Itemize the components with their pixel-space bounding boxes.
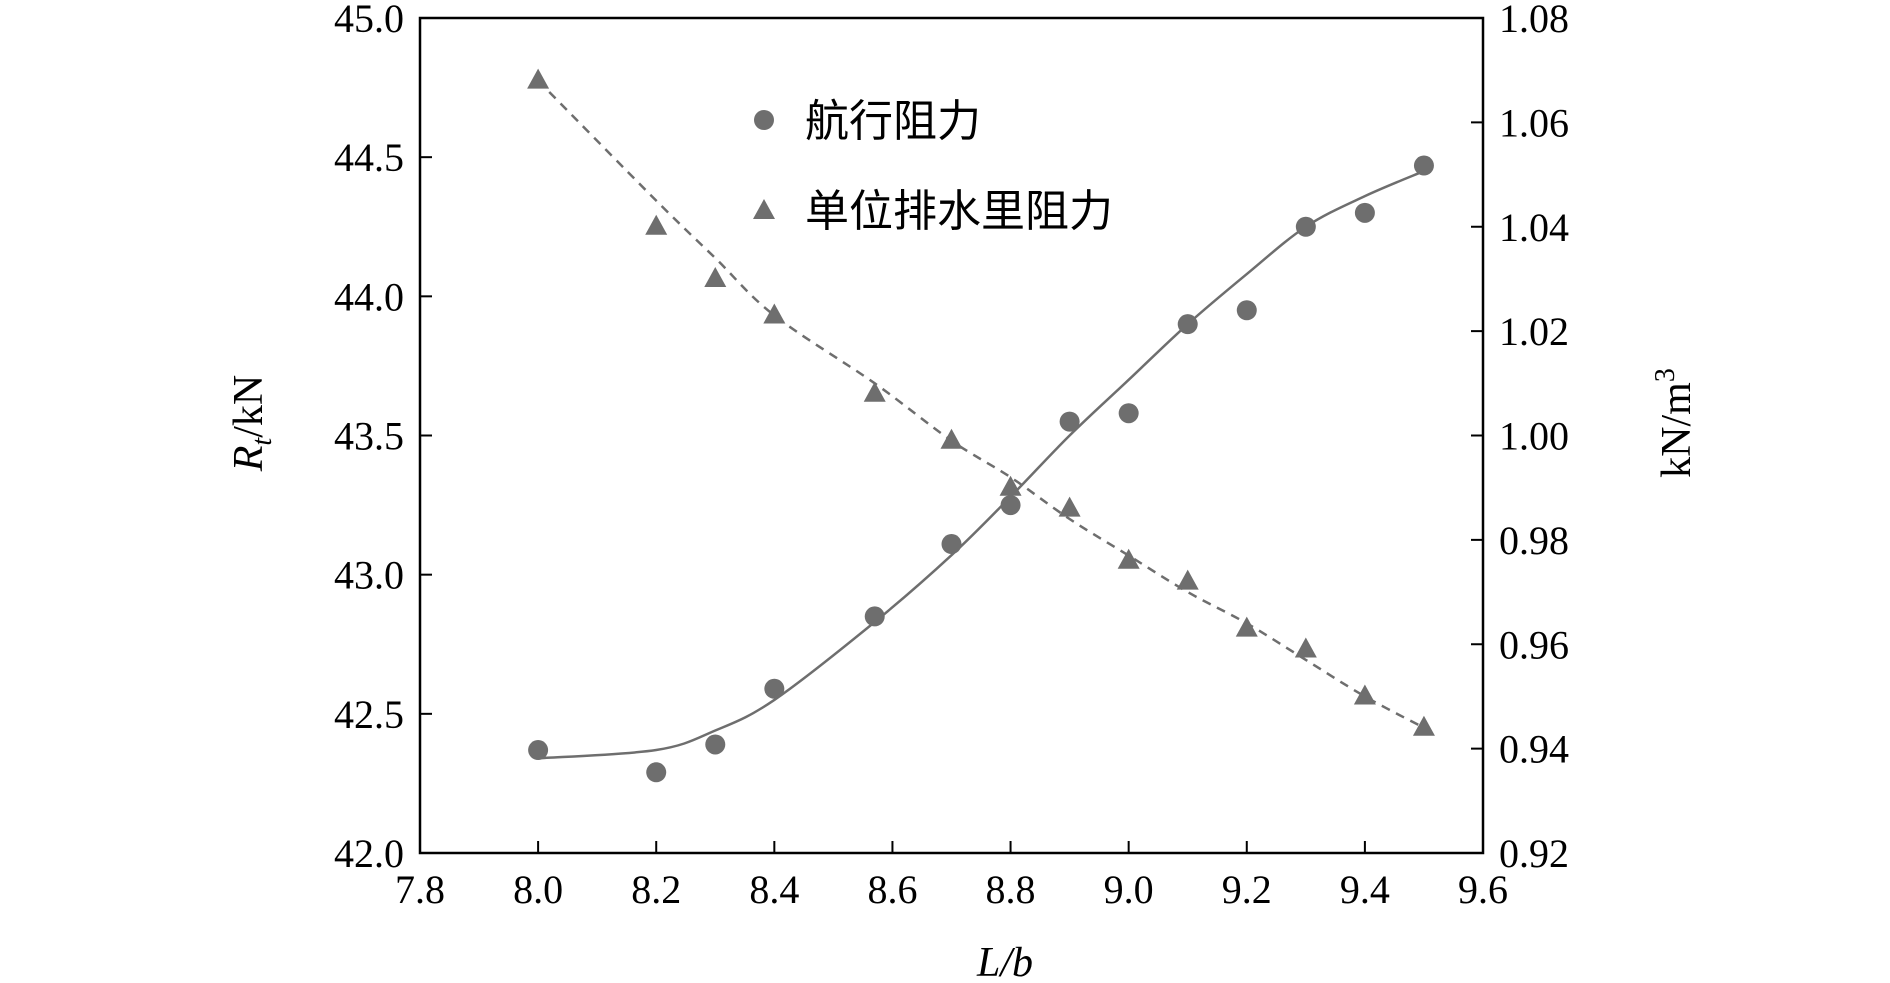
x-tick-label: 9.6: [1458, 867, 1508, 912]
left-y-tick-label: 43.0: [334, 553, 404, 598]
data-point-triangle: [1176, 569, 1199, 590]
right-y-tick-label: 1.04: [1499, 205, 1569, 250]
x-tick-label: 9.4: [1340, 867, 1390, 912]
data-point-triangle: [1353, 684, 1376, 705]
data-point-triangle: [1294, 637, 1317, 658]
right-y-tick-label: 1.00: [1499, 414, 1569, 459]
data-point-circle: [764, 678, 785, 699]
data-point-triangle: [940, 428, 963, 449]
left-y-tick-label: 42.5: [334, 692, 404, 737]
right-y-tick-label: 1.08: [1499, 0, 1569, 41]
data-point-triangle: [1412, 715, 1435, 736]
x-axis-ticks: 7.8 8.0 8.2 8.4 8.6 8.8 9.0 9.2 9.4 9.6: [395, 841, 1508, 912]
legend-label-series-2: 单位排水里阻力: [805, 186, 1113, 237]
x-tick-label: 9.0: [1104, 867, 1154, 912]
data-point-circle: [864, 606, 885, 627]
right-y-tick-label: 1.06: [1499, 100, 1569, 145]
data-point-triangle: [763, 303, 786, 324]
data-point-triangle: [1117, 548, 1140, 569]
x-axis-title: L/b: [976, 940, 1033, 983]
legend-label-series-1: 航行阻力: [805, 96, 981, 147]
data-point-circle: [528, 740, 549, 761]
fit-lines: [537, 79, 1425, 760]
left-y-tick-label: 43.5: [334, 414, 404, 459]
x-tick-label: 8.4: [749, 867, 799, 912]
right-y-tick-label: 0.92: [1499, 831, 1569, 876]
x-tick-label: 8.6: [867, 867, 917, 912]
data-point-circle: [1236, 300, 1257, 321]
right-y-axis-title: kN/m3: [1650, 368, 1700, 478]
data-point-triangle: [704, 266, 727, 287]
right-y-axis-ticks: 0.92 0.94 0.96 0.98 1.00 1.02 1.04 1.06 1.08: [1471, 0, 1569, 876]
x-tick-label: 8.2: [631, 867, 681, 912]
left-y-tick-label: 44.0: [334, 274, 404, 319]
right-y-tick-label: 0.96: [1499, 622, 1569, 667]
data-point-triangle: [645, 214, 668, 235]
left-y-tick-label: 44.5: [334, 135, 404, 180]
data-point-circle: [1118, 403, 1139, 424]
data-point-triangle: [863, 381, 886, 402]
data-point-circle: [1000, 495, 1021, 516]
data-point-circle: [1295, 216, 1316, 237]
data-point-circle: [646, 762, 667, 783]
right-y-tick-label: 0.98: [1499, 518, 1569, 563]
left-y-axis-ticks: 42.0 42.5 43.0 43.5 44.0 44.5 45.0: [334, 0, 432, 876]
data-markers: [527, 68, 1435, 783]
legend: 航行阻力 单位排水里阻力: [753, 96, 1113, 237]
x-tick-label: 8.8: [986, 867, 1036, 912]
data-point-circle: [941, 534, 962, 555]
right-y-tick-label: 1.02: [1499, 309, 1569, 354]
legend-triangle-marker: [753, 199, 775, 219]
x-tick-label: 8.0: [513, 867, 563, 912]
data-point-triangle: [1058, 496, 1081, 517]
fit-line-series-2: [537, 79, 1425, 729]
data-point-triangle: [999, 475, 1022, 496]
left-y-axis-title: Rt/kN: [226, 375, 278, 472]
data-point-triangle: [1235, 616, 1258, 637]
right-y-tick-label: 0.94: [1499, 727, 1569, 772]
left-y-tick-label: 45.0: [334, 0, 404, 41]
data-point-circle: [1177, 314, 1198, 335]
x-tick-label: 9.2: [1222, 867, 1272, 912]
left-y-tick-label: 42.0: [334, 831, 404, 876]
data-point-circle: [1059, 411, 1080, 432]
data-point-circle: [1413, 155, 1434, 176]
x-tick-label: 7.8: [395, 867, 445, 912]
data-point-circle: [1354, 202, 1375, 223]
data-point-circle: [705, 734, 726, 755]
data-point-triangle: [527, 68, 550, 89]
legend-circle-marker: [754, 110, 774, 130]
fit-line-series-1: [538, 169, 1425, 760]
